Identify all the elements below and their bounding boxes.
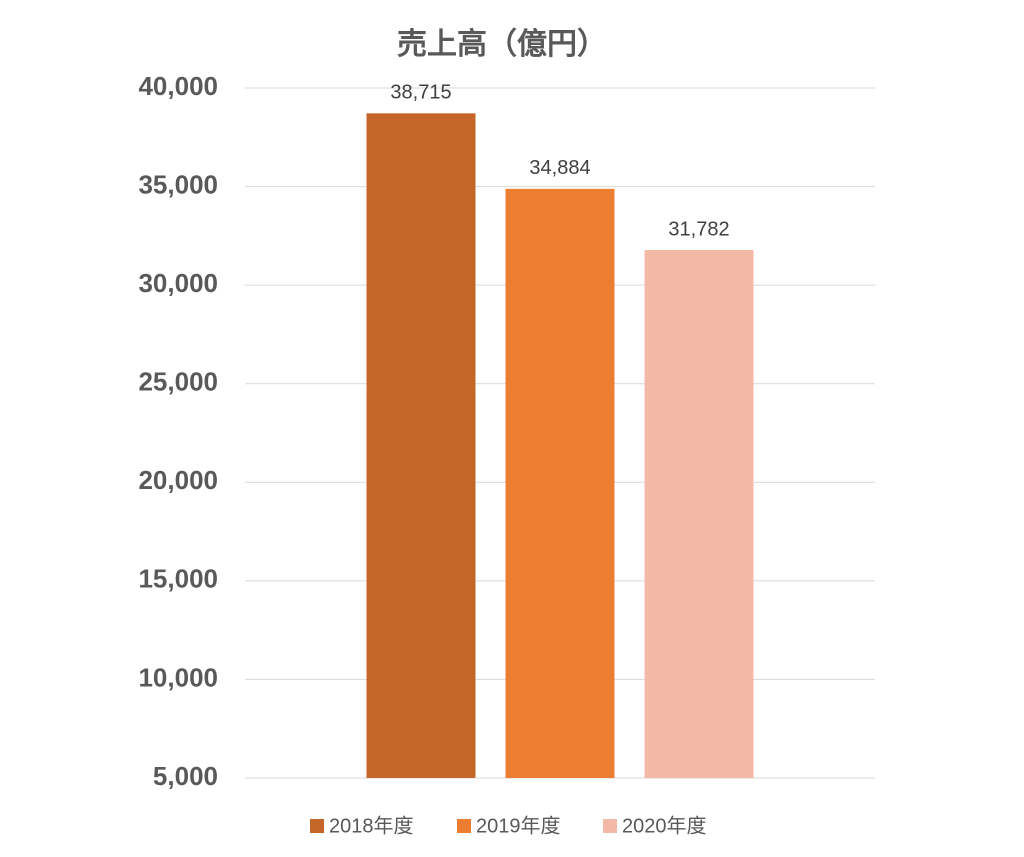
y-tick-label: 5,000 [153, 761, 218, 791]
y-tick-label: 25,000 [138, 367, 218, 397]
y-tick-label: 20,000 [138, 465, 218, 495]
legend-swatch [457, 819, 471, 833]
y-tick-label: 30,000 [138, 268, 218, 298]
bar [366, 113, 476, 778]
legend-swatch [603, 819, 617, 833]
legend-label: 2019年度 [476, 814, 561, 837]
y-tick-label: 40,000 [138, 71, 218, 101]
y-tick-label: 35,000 [138, 169, 218, 199]
legend-label: 2020年度 [622, 814, 707, 837]
data-label: 38,715 [390, 82, 451, 104]
legend-label: 2018年度 [329, 814, 414, 837]
bar [505, 188, 615, 779]
legend-swatch [310, 819, 324, 833]
data-label: 34,884 [529, 157, 590, 179]
y-tick-label: 10,000 [138, 662, 218, 692]
data-label: 31,782 [668, 218, 729, 240]
chart-title: 売上高（億円） [397, 27, 607, 61]
bar [644, 250, 754, 779]
y-tick-label: 15,000 [138, 564, 218, 594]
